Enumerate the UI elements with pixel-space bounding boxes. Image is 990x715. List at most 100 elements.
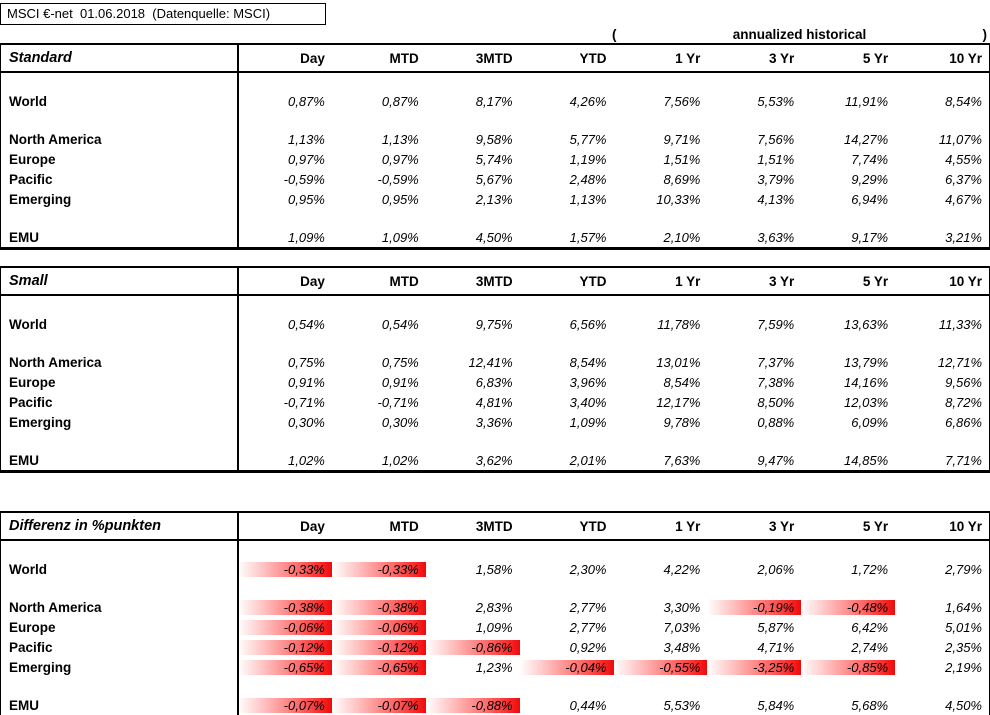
table-row: World -0,33% -0,33% 1,58% 2,30% 4,22% 2,06% 1,7… — [1, 559, 989, 579]
value-cell: 4,13% — [757, 191, 795, 207]
value-cell: 5,77% — [569, 131, 607, 147]
value-cell: -0,12% — [331, 639, 426, 655]
column-header: 3 Yr — [768, 50, 795, 66]
spacer-row — [1, 209, 989, 227]
value-cell: -0,19% — [707, 599, 802, 615]
value-cell: 13,79% — [844, 354, 889, 370]
value-cell: 3,40% — [569, 394, 607, 410]
table-header-row: Small Day MTD 3MTD YTD 1 Yr 3 Yr 5 Yr 10 Yr — [1, 268, 989, 296]
value-cell: 12,41% — [468, 354, 513, 370]
row-label: Emerging — [9, 414, 72, 430]
value-cell: -0,48% — [801, 599, 896, 615]
table-row: Emerging -0,65% -0,65% 1,23% -0,04% -0,55% -3,… — [1, 657, 989, 677]
table-row: EMU -0,07% -0,07% -0,88% 0,44% 5,53% 5,84% 5,68… — [1, 695, 989, 715]
column-header: 3MTD — [475, 50, 513, 66]
table-header-row: Standard Day MTD 3MTD YTD 1 Yr 3 Yr 5 Yr 10 Yr — [1, 45, 989, 73]
value-cell: 7,38% — [757, 374, 795, 390]
value-cell: 14,27% — [844, 131, 889, 147]
value-cell: 1,13% — [381, 131, 419, 147]
value-cell: 0,54% — [381, 316, 419, 332]
value-cell: 8,17% — [475, 93, 513, 109]
column-divider-line — [237, 45, 239, 247]
row-label: North America — [9, 599, 102, 615]
table-row: EMU 1,09% 1,09% 4,50% 1,57% 2,10% 3,63% 9,17% 3,… — [1, 227, 989, 247]
value-cell: 5,53% — [757, 93, 795, 109]
row-label: Emerging — [9, 659, 72, 675]
value-cell: 0,97% — [288, 151, 325, 167]
value-cell: -0,85% — [801, 659, 896, 675]
row-label: Pacific — [9, 639, 53, 655]
value-cell: 2,19% — [945, 659, 982, 675]
row-label: World — [9, 561, 47, 577]
value-cell: 7,56% — [757, 131, 795, 147]
value-cell: 5,87% — [757, 619, 795, 635]
annualized-historical-label: annualized historical — [732, 27, 867, 42]
value-cell: 6,83% — [475, 374, 513, 390]
value-cell: 12,71% — [937, 354, 982, 370]
table-row: Pacific -0,71% -0,71% 4,81% 3,40% 12,17% 8,50%… — [1, 392, 989, 412]
value-cell: -0,33% — [331, 561, 426, 577]
value-cell: 2,48% — [569, 171, 607, 187]
spacer-row — [1, 334, 989, 352]
value-cell: 2,35% — [945, 639, 982, 655]
column-header: 1 Yr — [675, 50, 701, 66]
value-cell: 2,10% — [663, 229, 701, 245]
value-cell: 8,50% — [757, 394, 795, 410]
table-standard: Standard Day MTD 3MTD YTD 1 Yr 3 Yr 5 Yr 10 Yr Wo… — [0, 43, 990, 250]
column-header: 1 Yr — [675, 518, 701, 534]
column-header: YTD — [579, 518, 607, 534]
value-cell: 6,56% — [569, 316, 607, 332]
value-cell: 1,09% — [381, 229, 419, 245]
value-cell: 7,59% — [757, 316, 795, 332]
value-cell: -0,65% — [238, 659, 332, 675]
value-cell: 9,58% — [475, 131, 513, 147]
value-cell: 1,72% — [851, 561, 889, 577]
value-cell: 4,55% — [945, 151, 982, 167]
column-header: MTD — [389, 273, 419, 289]
table-differenz: Differenz in %punkten Day MTD 3MTD YTD 1 Yr 3 … — [0, 511, 990, 715]
value-cell: -0,86% — [425, 639, 520, 655]
value-cell: 11,07% — [938, 131, 982, 147]
column-header: 10 Yr — [949, 273, 982, 289]
row-label: EMU — [9, 229, 39, 245]
value-cell: -0,06% — [238, 619, 332, 635]
value-cell: 6,42% — [851, 619, 889, 635]
table-row: EMU 1,02% 1,02% 3,62% 2,01% 7,63% 9,47% 14,85% 7… — [1, 450, 989, 470]
value-cell: 6,94% — [851, 191, 889, 207]
value-cell: 10,33% — [656, 191, 701, 207]
value-cell: 5,74% — [475, 151, 513, 167]
value-cell: 3,96% — [569, 374, 607, 390]
value-cell: 1,13% — [569, 191, 607, 207]
value-cell: 0,44% — [569, 697, 607, 713]
value-cell: 9,75% — [475, 316, 513, 332]
value-cell: -0,07% — [331, 697, 426, 713]
value-cell: -0,04% — [519, 659, 614, 675]
table-row: World 0,87% 0,87% 8,17% 4,26% 7,56% 5,53% 11,91… — [1, 91, 989, 111]
value-cell: 9,56% — [945, 374, 982, 390]
value-cell: 13,63% — [844, 316, 889, 332]
value-cell: 3,79% — [757, 171, 795, 187]
value-cell: 11,33% — [938, 316, 982, 332]
value-cell: 4,67% — [945, 191, 982, 207]
value-cell: 2,06% — [757, 561, 795, 577]
value-cell: 1,09% — [475, 619, 513, 635]
table-small: Small Day MTD 3MTD YTD 1 Yr 3 Yr 5 Yr 10 Yr World… — [0, 266, 990, 473]
value-cell: 0,91% — [288, 374, 325, 390]
value-cell: -0,55% — [613, 659, 708, 675]
value-cell: 8,54% — [945, 93, 982, 109]
value-cell: 1,02% — [288, 452, 325, 468]
value-cell: 3,30% — [663, 599, 701, 615]
value-cell: 2,79% — [945, 561, 982, 577]
value-cell: 4,71% — [757, 639, 795, 655]
value-cell: 4,22% — [663, 561, 701, 577]
value-cell: 3,21% — [945, 229, 982, 245]
value-cell: 9,29% — [851, 171, 889, 187]
value-cell: 1,09% — [569, 414, 607, 430]
value-cell: 5,84% — [757, 697, 795, 713]
value-cell: 11,78% — [657, 316, 701, 332]
value-cell: 0,54% — [288, 316, 325, 332]
row-label: Emerging — [9, 191, 72, 207]
value-cell: 5,01% — [945, 619, 982, 635]
value-cell: 8,72% — [945, 394, 982, 410]
